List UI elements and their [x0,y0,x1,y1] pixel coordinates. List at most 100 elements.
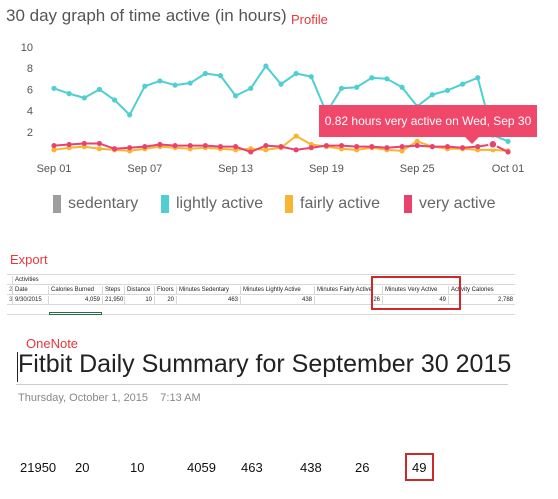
legend-label-fairly-active[interactable]: fairly active [300,195,381,212]
data-point-lightly-active [142,83,148,89]
summary-minutes-lightly-active[interactable]: 438 [300,460,322,475]
row-number [7,276,13,285]
y-tick-label: 10 [21,42,33,54]
legend-swatch-lightly-active [161,195,169,213]
y-tick-label: 6 [27,84,33,96]
legend-label-very-active[interactable]: very active [419,195,496,212]
data-cell[interactable]: 20 [155,296,177,305]
data-point-lightly-active [460,81,466,87]
summary-minutes-very-active[interactable]: 49 [412,460,427,475]
data-cell[interactable]: 2,788 [449,296,515,305]
y-tick-label: 2 [27,127,33,139]
data-point-very-active [399,144,405,150]
note-title-underline [16,384,508,385]
data-point-very-active [475,144,481,150]
header-cell[interactable]: Calories Burned [49,286,103,295]
data-point-very-active [217,144,224,150]
data-point-very-active [308,145,314,151]
data-cell[interactable]: 26 [315,296,383,305]
data-point-very-active [505,149,511,155]
data-point-lightly-active [96,86,102,92]
data-point-lightly-active [51,85,57,91]
data-point-very-active [248,149,254,155]
data-point-very-active [51,142,57,149]
data-point-very-active [414,142,420,149]
empty-row[interactable] [7,306,515,315]
summary-minutes-fairly-active[interactable]: 26 [355,460,370,475]
x-tick-label: Sep 25 [400,163,435,175]
data-point-lightly-active [293,70,299,77]
summary-floors[interactable]: 20 [75,460,90,475]
legend-label-lightly-active[interactable]: lightly active [176,195,264,212]
data-point-lightly-active [444,87,451,94]
data-point-lightly-active [308,74,314,80]
row-number: 3 [7,296,13,305]
data-point-fairly-active [263,147,269,153]
summary-steps[interactable]: 21950 [20,460,57,475]
data-point-very-active [81,140,87,147]
header-cell[interactable]: Distance [125,286,155,295]
data-point-lightly-active [66,91,72,97]
legend-swatch-fairly-active [285,195,293,213]
data-point-lightly-active [172,82,178,88]
x-tick-label: Sep 13 [218,163,253,175]
header-cell[interactable]: Minutes Very Active [383,286,449,295]
legend-label-sedentary[interactable]: sedentary [68,195,139,212]
data-point-fairly-active [399,148,405,154]
data-point-very-active [369,144,375,150]
data-point-very-active [127,145,133,151]
header-cell[interactable]: Activity Calories [449,286,515,295]
summary-calories[interactable]: 4059 [187,460,216,475]
data-point-very-active [172,142,178,149]
data-point-very-active [187,142,193,149]
y-tick-label: 8 [27,63,33,75]
data-point-lightly-active [263,63,269,69]
data-point-very-active [142,144,148,150]
data-cell[interactable]: 463 [177,296,241,305]
data-point-very-active [233,144,239,150]
summary-distance[interactable]: 10 [130,460,145,475]
data-cell[interactable]: 9/30/2015 [13,296,49,305]
data-point-lightly-active [81,95,87,101]
chart-title: 30 day graph of time active (in hours) [6,6,287,25]
data-point-very-active [293,147,299,153]
data-point-very-active [384,145,390,151]
data-point-fairly-active [51,147,57,153]
header-cell[interactable]: Floors [155,286,177,295]
legend-swatch-very-active [404,195,412,213]
data-point-very-active [66,141,72,148]
data-point-lightly-active [157,78,163,84]
sheet-name-cell[interactable]: Activities [13,276,515,285]
selected-cell[interactable] [49,312,102,315]
data-cell[interactable]: 49 [383,296,449,305]
summary-minutes-sedentary[interactable]: 463 [241,460,263,475]
data-point-very-active [111,146,118,152]
note-title[interactable]: Fitbit Daily Summary for September 30 20… [18,350,512,378]
data-point-very-active [338,142,345,149]
header-cell[interactable]: Steps [103,286,125,295]
spreadsheet: Activities 2 Date Calories Burned Steps … [7,266,515,315]
chart-tooltip: 0.82 hours very active on Wed, Sep 30 [319,105,537,137]
profile-label: Profile [291,12,328,27]
header-cell[interactable]: Minutes Fairly Active [315,286,383,295]
data-point-lightly-active [217,73,224,79]
header-cell[interactable]: Minutes Sedentary [177,286,241,295]
data-point-lightly-active [202,70,208,77]
x-tick-label: Oct 01 [492,163,524,175]
onenote-label: OneNote [26,336,79,351]
data-point-fairly-active [414,138,420,144]
header-cell[interactable]: Minutes Lightly Active [241,286,315,295]
data-cell[interactable]: 438 [241,296,315,305]
note-time-text: 7:13 AM [160,392,201,404]
tooltip-pointer [465,137,479,144]
data-point-lightly-active [127,112,133,118]
very-active-value-highlight [405,453,434,481]
header-cell[interactable]: Date [13,286,49,295]
data-point-lightly-active [338,85,345,91]
data-cell[interactable]: 10 [125,296,155,305]
x-tick-label: Sep 01 [37,163,72,175]
data-cell[interactable]: 4,059 [49,296,103,305]
data-cell[interactable]: 21,950 [103,296,125,305]
text-cursor [17,352,18,382]
data-point-lightly-active [187,80,193,86]
